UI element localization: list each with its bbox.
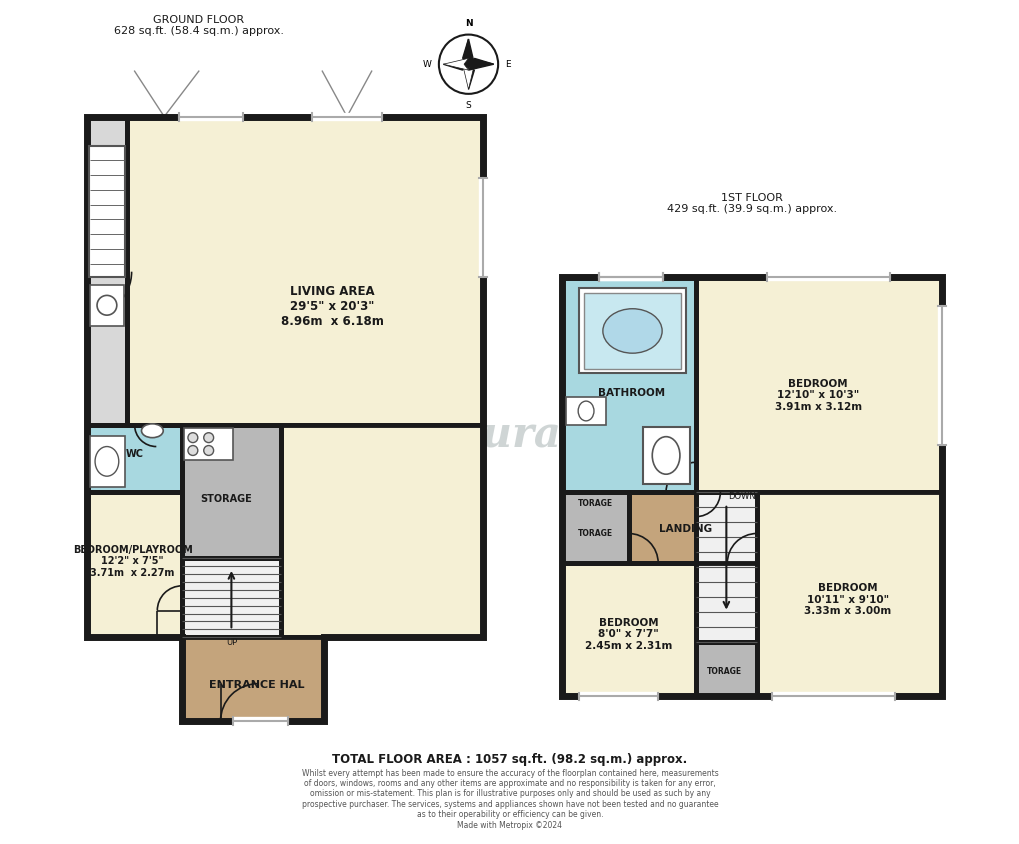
Bar: [643, 427, 689, 484]
Bar: [183, 428, 233, 460]
Bar: [695, 642, 756, 696]
Text: BATHROOM: BATHROOM: [597, 388, 664, 398]
Text: Whilst every attempt has been made to ensure the accuracy of the floorplan conta: Whilst every attempt has been made to en…: [302, 769, 717, 830]
Bar: [561, 563, 695, 696]
Bar: [561, 425, 628, 492]
Bar: [628, 492, 746, 563]
Circle shape: [97, 295, 117, 315]
Text: W: W: [423, 60, 431, 68]
Bar: [584, 294, 681, 369]
Bar: [695, 492, 756, 642]
Bar: [89, 146, 124, 277]
Text: LIVING AREA
29'5" x 20'3"
8.96m  x 6.18m: LIVING AREA 29'5" x 20'3" 8.96m x 6.18m: [280, 284, 383, 327]
Text: E: E: [504, 60, 511, 68]
Ellipse shape: [602, 309, 661, 353]
Bar: [566, 398, 605, 425]
Bar: [87, 116, 126, 425]
Circle shape: [187, 433, 198, 442]
Polygon shape: [443, 58, 468, 70]
Bar: [561, 277, 695, 492]
Text: 1ST FLOOR
429 sq.ft. (39.9 sq.m.) approx.: 1ST FLOOR 429 sq.ft. (39.9 sq.m.) approx…: [666, 192, 837, 214]
Bar: [87, 492, 181, 637]
Ellipse shape: [651, 436, 680, 474]
Polygon shape: [463, 64, 474, 89]
Bar: [181, 637, 324, 721]
Text: TOTAL FLOOR AREA : 1057 sq.ft. (98.2 sq.m.) approx.: TOTAL FLOOR AREA : 1057 sq.ft. (98.2 sq.…: [332, 753, 687, 766]
Bar: [90, 284, 123, 326]
Bar: [561, 563, 695, 696]
Text: LANDING: LANDING: [658, 523, 711, 533]
Bar: [756, 492, 941, 696]
Text: S: S: [466, 100, 471, 110]
Bar: [695, 492, 756, 642]
Bar: [579, 289, 685, 373]
Text: GROUND FLOOR
628 sq.ft. (58.4 sq.m.) approx.: GROUND FLOOR 628 sq.ft. (58.4 sq.m.) app…: [114, 15, 283, 36]
Text: BEDROOM
10'11" x 9'10"
3.33m x 3.00m: BEDROOM 10'11" x 9'10" 3.33m x 3.00m: [803, 583, 891, 616]
Text: BEDROOM
8'0" x 7'7"
2.45m x 2.31m: BEDROOM 8'0" x 7'7" 2.45m x 2.31m: [584, 618, 672, 651]
Polygon shape: [443, 39, 493, 89]
Text: N: N: [465, 19, 472, 28]
Bar: [756, 492, 941, 696]
Text: ENTRANCE HAL: ENTRANCE HAL: [209, 679, 305, 690]
Ellipse shape: [142, 424, 163, 438]
Polygon shape: [463, 39, 474, 64]
Text: Urban&Rural: Urban&Rural: [265, 414, 577, 456]
Text: urbandrural.com: urbandrural.com: [363, 456, 479, 469]
Polygon shape: [468, 58, 493, 70]
Bar: [181, 425, 280, 558]
Bar: [87, 425, 181, 492]
Ellipse shape: [578, 401, 593, 421]
Bar: [90, 436, 124, 487]
Text: BEDROOM/PLAYROOM
12'2" x 7'5"
3.71m  x 2.27m: BEDROOM/PLAYROOM 12'2" x 7'5" 3.71m x 2.…: [72, 544, 193, 578]
Text: WC: WC: [125, 450, 144, 459]
Bar: [181, 558, 280, 637]
Text: UP: UP: [225, 638, 236, 647]
Bar: [695, 277, 941, 492]
Text: TORAGE: TORAGE: [577, 529, 612, 538]
Bar: [561, 492, 628, 563]
Ellipse shape: [95, 446, 118, 476]
Text: TORAGE: TORAGE: [706, 668, 741, 676]
Bar: [280, 425, 483, 637]
Bar: [561, 277, 695, 492]
Text: DOWN: DOWN: [728, 492, 755, 501]
Text: STORAGE: STORAGE: [201, 494, 252, 504]
Circle shape: [204, 446, 213, 456]
Text: TORAGE: TORAGE: [577, 500, 612, 508]
Circle shape: [438, 35, 497, 94]
Text: BEDROOM
12'10" x 10'3"
3.91m x 3.12m: BEDROOM 12'10" x 10'3" 3.91m x 3.12m: [773, 379, 861, 412]
Bar: [561, 492, 628, 563]
Circle shape: [204, 433, 213, 442]
Circle shape: [187, 446, 198, 456]
Bar: [695, 277, 941, 492]
Bar: [695, 642, 756, 696]
Bar: [628, 492, 746, 563]
Bar: [126, 116, 483, 425]
